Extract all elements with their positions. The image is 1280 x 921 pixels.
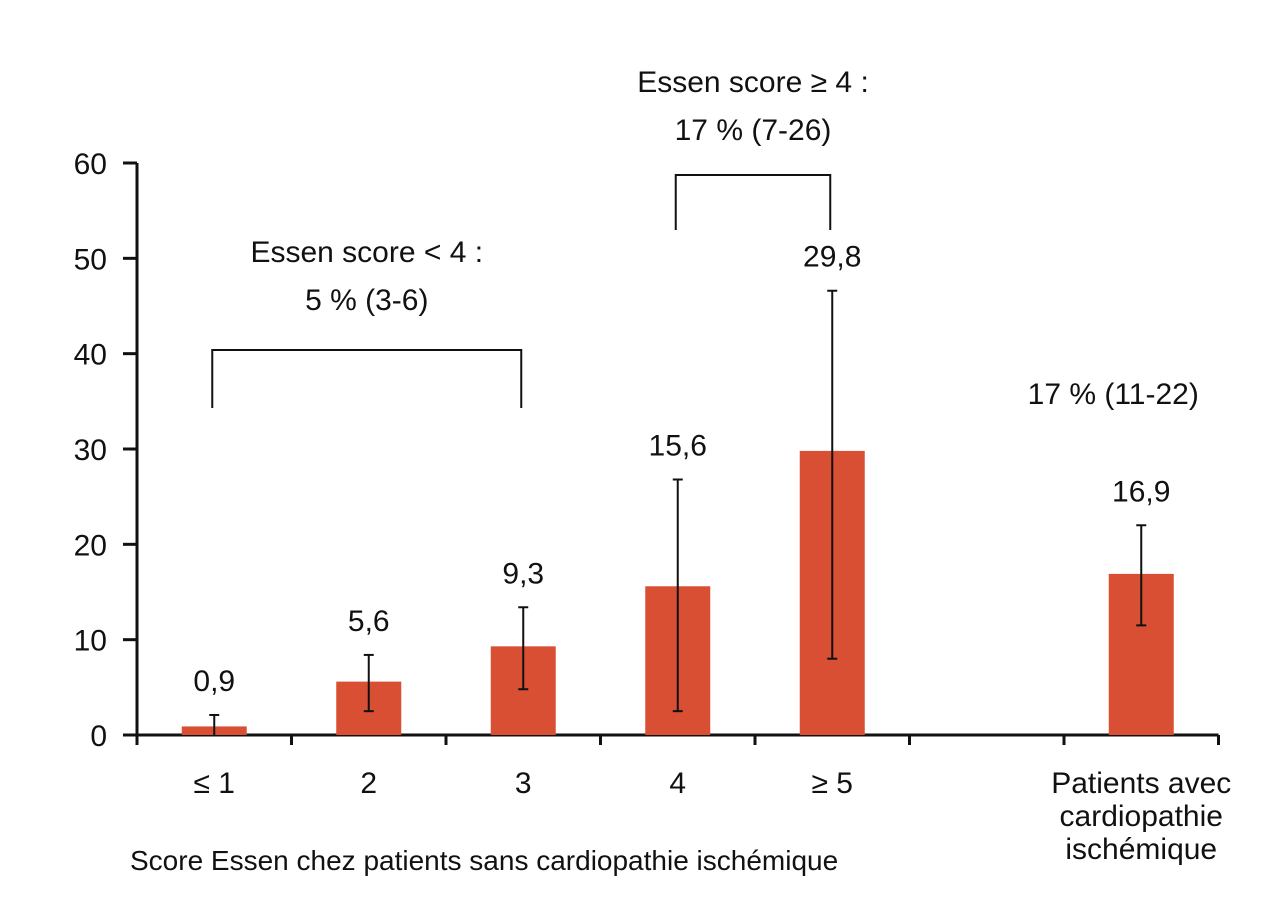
y-tick-label: 50 xyxy=(74,243,107,276)
data-labels: 0,9 5,6 9,3 15,6 29,8 16,9 xyxy=(193,241,1170,698)
error-bars xyxy=(209,289,1147,735)
y-tick-label: 60 xyxy=(74,148,107,181)
data-label: 9,3 xyxy=(502,557,544,590)
data-label: 0,9 xyxy=(193,665,235,698)
data-label: 16,9 xyxy=(1112,475,1170,508)
y-tick-label: 0 xyxy=(90,720,107,753)
annotation-label: 17 % (11-22) xyxy=(1028,378,1199,411)
y-axis: 0 10 20 30 40 50 60 xyxy=(74,148,139,753)
bracket-label: Essen score < 4 : xyxy=(250,236,483,269)
bracket xyxy=(674,174,832,230)
y-tick-label: 40 xyxy=(74,339,107,372)
data-label: 5,6 xyxy=(348,605,390,638)
bracket-label: 5 % (3-6) xyxy=(305,284,428,317)
x-axis-title: Score Essen chez patients sans cardiopat… xyxy=(130,845,838,876)
bracket xyxy=(211,349,523,408)
bracket-label: Essen score ≥ 4 : xyxy=(637,66,869,99)
x-tick-label: ≤ 1 xyxy=(194,767,235,800)
x-tick-label: 4 xyxy=(669,767,686,800)
y-tick-label: 30 xyxy=(74,434,107,467)
data-label: 15,6 xyxy=(649,430,707,463)
x-tick-label: 3 xyxy=(515,767,532,800)
y-tick-label: 10 xyxy=(74,625,107,658)
data-label: 29,8 xyxy=(803,241,861,274)
x-tick-label: cardiopathie xyxy=(1060,800,1223,833)
x-tick-label: ≥ 5 xyxy=(812,767,853,800)
x-tick-label: ischémique xyxy=(1065,833,1217,866)
x-tick-label: 2 xyxy=(360,767,377,800)
annotations: Essen score < 4 : 5 % (3-6) Essen score ≥ … xyxy=(211,66,1199,411)
y-tick-label: 20 xyxy=(74,529,107,562)
bracket-label: 17 % (7-26) xyxy=(675,114,832,147)
x-tick-label: Patients avec xyxy=(1051,767,1231,800)
